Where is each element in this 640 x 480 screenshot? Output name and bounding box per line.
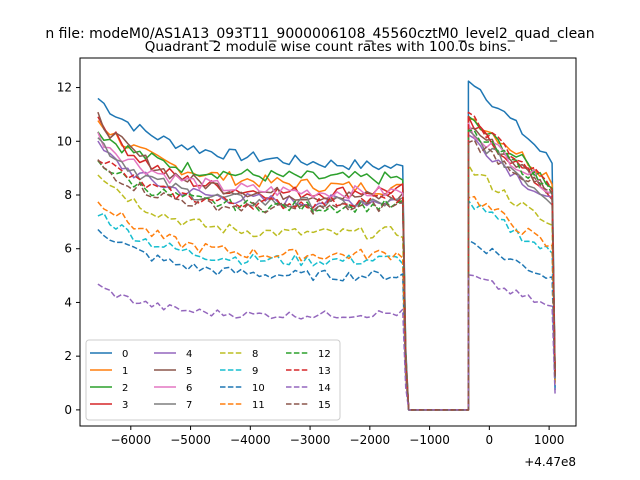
series-layer	[97, 80, 556, 411]
legend-label-4: 4	[186, 349, 192, 360]
legend-label-15: 15	[318, 400, 331, 411]
series-line-8	[97, 164, 556, 411]
y-tick-label: 6	[64, 242, 72, 256]
y-tick-label: 12	[57, 81, 72, 95]
legend-label-9: 9	[252, 366, 258, 377]
series-line-11	[97, 195, 556, 411]
x-tick-label: 1000	[534, 433, 565, 447]
legend-label-10: 10	[252, 383, 265, 394]
legend-label-0: 0	[122, 349, 128, 360]
y-tick-label: 2	[64, 349, 72, 363]
series-line-0	[97, 80, 556, 411]
legend-label-6: 6	[186, 383, 192, 394]
legend-label-1: 1	[122, 366, 128, 377]
legend-label-8: 8	[252, 349, 258, 360]
x-axis-offset-label: +4.47e8	[524, 455, 576, 469]
series-line-10	[97, 228, 556, 411]
series-line-14	[97, 274, 556, 411]
figure-suptitle: n file: modeM0/AS1A13_093T11_9000006108_…	[45, 26, 594, 42]
x-tick-label: −4000	[230, 433, 271, 447]
legend-label-11: 11	[252, 400, 265, 411]
y-tick-label: 0	[64, 403, 72, 417]
x-tick-label: −1000	[409, 433, 450, 447]
x-axis-ticks: −6000 −5000 −4000 −3000 −2000 −1000 0 1000	[110, 426, 564, 447]
series-line-15	[97, 139, 556, 411]
series-line-13	[97, 111, 556, 411]
legend-label-13: 13	[318, 366, 331, 377]
legend-label-5: 5	[186, 366, 192, 377]
legend-label-7: 7	[186, 400, 192, 411]
legend-frame	[85, 339, 341, 421]
x-tick-label: 0	[486, 433, 494, 447]
legend-label-14: 14	[318, 383, 331, 394]
legend-label-12: 12	[318, 349, 331, 360]
series-line-12	[97, 129, 556, 411]
y-tick-label: 8	[64, 188, 72, 202]
x-tick-label: −3000	[290, 433, 331, 447]
x-tick-label: −2000	[350, 433, 391, 447]
x-tick-label: −5000	[170, 433, 211, 447]
x-tick-label: −6000	[110, 433, 151, 447]
chart-title: Quadrant 2 module wise count rates with …	[145, 39, 511, 55]
y-axis-ticks: 0 2 4 6 8 10 12	[57, 81, 80, 417]
legend-label-3: 3	[122, 400, 128, 411]
legend-label-2: 2	[122, 383, 128, 394]
y-tick-label: 10	[57, 134, 72, 148]
series-line-4	[97, 133, 556, 411]
y-tick-label: 4	[64, 295, 72, 309]
series-line-5	[97, 111, 556, 411]
